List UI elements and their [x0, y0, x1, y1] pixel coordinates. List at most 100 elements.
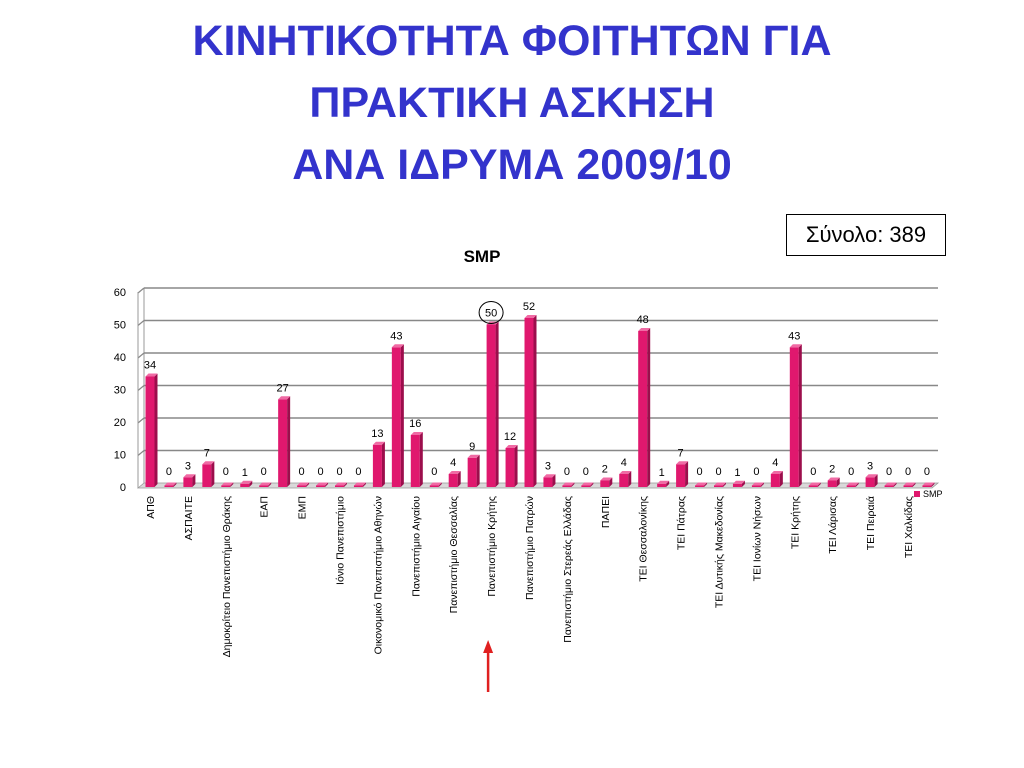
bar-side	[571, 482, 575, 487]
bar	[657, 483, 667, 487]
bar	[410, 435, 420, 487]
bar	[429, 485, 439, 487]
data-label: 1	[734, 467, 740, 479]
category-label: ΤΕΙ Ιονίων Νήσων	[751, 496, 763, 581]
data-label: 1	[659, 467, 665, 479]
bar-top	[638, 328, 651, 331]
bar	[221, 485, 231, 487]
bar	[543, 477, 553, 487]
bar	[638, 331, 648, 487]
category-label: ΑΣΠΑΙΤΕ	[183, 496, 195, 540]
total-box: Σύνολο: 389	[786, 214, 946, 256]
data-label: 4	[772, 457, 778, 469]
bar	[619, 474, 629, 487]
gridline-side	[137, 287, 145, 294]
bar	[316, 485, 326, 487]
bar	[808, 485, 818, 487]
bar-top	[372, 441, 385, 445]
bar	[183, 477, 193, 487]
bar-top	[164, 482, 177, 486]
bar-top	[789, 344, 802, 348]
bar	[391, 347, 401, 487]
category-label: Πανεπιστήμιο Στερεάς Ελλάδας	[562, 496, 574, 643]
bar	[297, 485, 307, 487]
bar	[865, 477, 875, 487]
bar-side	[230, 482, 234, 487]
bar-side	[476, 454, 480, 487]
bar-side	[893, 482, 897, 487]
bar-top	[884, 482, 897, 486]
bar-top	[278, 396, 291, 400]
bar-top	[922, 482, 935, 486]
data-label: 34	[144, 360, 156, 372]
bar-top	[808, 482, 821, 486]
data-label: 3	[185, 460, 191, 472]
bar-side	[325, 482, 329, 487]
bar-side	[836, 477, 840, 487]
slide-title: ΚΙΝΗΤΙΚΟΤΗΤΑ ΦΟΙΤΗΤΩΝ ΓΙΑ ΠΡΑΚΤΙΚΗ ΑΣΚΗΣ…	[0, 10, 1024, 196]
data-label: 4	[621, 457, 627, 469]
category-label: ΑΠΘ	[145, 496, 157, 519]
bar	[751, 485, 761, 487]
bar-side	[723, 482, 726, 487]
data-label: 0	[753, 466, 759, 478]
bar-top	[335, 482, 347, 486]
legend-label: SMP	[923, 489, 943, 499]
data-label: 0	[905, 466, 911, 478]
data-label: 27	[277, 382, 289, 394]
bar-side	[211, 461, 215, 487]
data-label: 1	[242, 467, 248, 479]
category-label: ΤΕΙ Λάρισας	[827, 496, 839, 554]
bar-side	[685, 461, 689, 487]
bar-side	[760, 482, 764, 487]
bar	[467, 457, 477, 487]
data-label: 0	[166, 466, 172, 478]
bar	[486, 324, 496, 487]
bar-top	[353, 482, 366, 486]
bar-top	[751, 482, 764, 486]
category-label: ΤΕΙ Θεσσαλονίκης	[638, 496, 650, 582]
bar-side	[817, 482, 821, 487]
data-label: 7	[204, 447, 210, 459]
data-label: 2	[602, 464, 608, 476]
bar-side	[362, 482, 366, 487]
bar	[600, 480, 610, 487]
bar-side	[381, 441, 385, 487]
bar	[259, 485, 269, 487]
data-label: 0	[696, 466, 702, 478]
title-line-1: ΚΙΝΗΤΙΚΟΤΗΤΑ ΦΟΙΤΗΤΩΝ ΓΙΑ	[192, 17, 832, 65]
gridline-side	[137, 417, 145, 424]
data-label: 0	[299, 466, 305, 478]
bar-side	[609, 477, 613, 487]
bar-top	[865, 474, 878, 478]
bar-side	[931, 482, 935, 487]
bar-side	[249, 480, 253, 487]
bar	[524, 318, 534, 487]
data-label: 48	[637, 314, 649, 326]
bar-side	[495, 321, 499, 487]
bar	[884, 485, 894, 487]
data-label: 0	[431, 466, 437, 478]
bar-top	[145, 373, 158, 377]
data-label: 0	[848, 466, 854, 478]
data-label: 4	[450, 457, 456, 469]
bar-top	[770, 471, 783, 474]
bar-top	[581, 482, 594, 486]
bar	[448, 474, 458, 487]
data-label: 43	[390, 330, 402, 342]
bar-top	[600, 477, 613, 481]
bar	[922, 485, 932, 487]
category-label: ΤΕΙ Πειραιά	[865, 496, 877, 550]
bar	[240, 483, 250, 487]
chart-title: SMP	[464, 247, 501, 266]
bar-side	[779, 471, 783, 487]
bar-top	[297, 482, 310, 486]
bar	[278, 399, 288, 487]
data-label: 0	[924, 466, 930, 478]
bar	[903, 485, 913, 487]
data-label: 7	[678, 447, 684, 459]
bar-top	[903, 482, 916, 486]
data-label: 0	[564, 466, 570, 478]
gridline-side	[137, 450, 145, 456]
